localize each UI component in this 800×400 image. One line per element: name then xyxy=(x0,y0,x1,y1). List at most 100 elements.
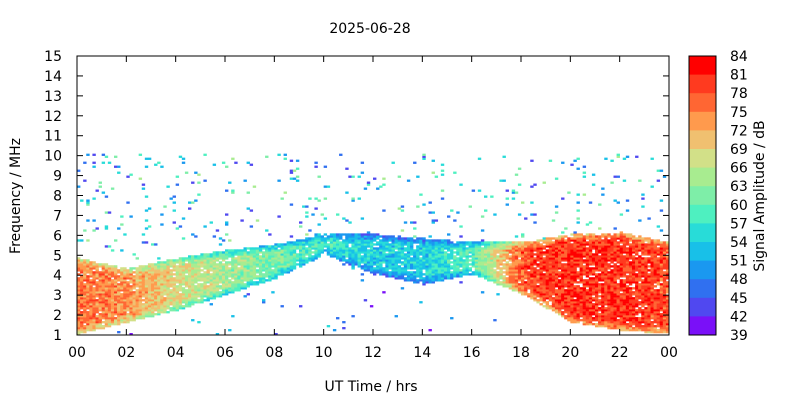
heatmap-cell xyxy=(499,257,503,260)
heatmap-cell xyxy=(283,245,287,248)
heatmap-cell xyxy=(622,263,627,266)
heatmap-cell xyxy=(388,263,392,266)
heatmap-cell xyxy=(564,305,568,308)
heatmap-cell xyxy=(484,269,488,272)
heatmap-cell xyxy=(194,267,198,270)
heatmap-cell xyxy=(613,321,617,324)
heatmap-cell xyxy=(598,291,602,294)
heatmap-cell xyxy=(286,269,291,272)
heatmap-cell xyxy=(197,271,201,274)
heatmap-cell xyxy=(80,299,84,302)
heatmap-cell xyxy=(262,279,266,282)
heatmap-cell xyxy=(271,253,275,256)
heatmap-cell xyxy=(524,217,528,220)
heatmap-cell xyxy=(530,281,534,284)
heatmap-cell xyxy=(542,181,546,184)
heatmap-cell xyxy=(289,267,294,270)
heatmap-cell xyxy=(545,277,550,280)
heatmap-cell xyxy=(576,317,580,320)
heatmap-cell xyxy=(209,255,213,258)
heatmap-cell xyxy=(576,275,580,278)
heatmap-cell xyxy=(160,261,164,264)
heatmap-cell xyxy=(582,313,587,316)
heatmap-cell xyxy=(591,243,596,246)
heatmap-cell xyxy=(363,267,368,270)
heatmap-cell xyxy=(157,267,161,270)
heatmap-cell xyxy=(206,287,210,290)
heatmap-cell xyxy=(305,247,309,250)
heatmap-cell xyxy=(385,243,389,246)
heatmap-cell xyxy=(632,255,636,258)
heatmap-cell xyxy=(480,241,485,244)
heatmap-cell xyxy=(533,287,537,290)
heatmap-cell xyxy=(456,211,460,214)
heatmap-cell xyxy=(604,291,608,294)
heatmap-cell xyxy=(258,247,263,250)
heatmap-cell xyxy=(459,275,463,278)
heatmap-cell xyxy=(613,297,617,300)
heatmap-cell xyxy=(576,261,580,264)
heatmap-cell xyxy=(641,247,645,250)
heatmap-cell xyxy=(471,245,476,248)
heatmap-cell xyxy=(104,297,109,300)
heatmap-cell xyxy=(231,273,235,276)
heatmap-cell xyxy=(138,309,143,312)
heatmap-cell xyxy=(496,293,500,296)
heatmap-cell xyxy=(456,247,460,250)
heatmap-cell xyxy=(305,243,309,246)
heatmap-cell xyxy=(83,271,87,274)
heatmap-cell xyxy=(511,247,516,250)
heatmap-cell xyxy=(200,265,204,268)
heatmap-cell xyxy=(616,293,620,296)
heatmap-cell xyxy=(351,315,355,318)
heatmap-cell xyxy=(329,235,334,238)
heatmap-cell xyxy=(249,263,254,266)
heatmap-cell xyxy=(419,279,423,282)
heatmap-cell xyxy=(635,239,639,242)
heatmap-cell xyxy=(141,307,146,310)
heatmap-cell xyxy=(357,259,361,262)
heatmap-cell xyxy=(561,243,565,246)
heatmap-cell xyxy=(388,257,392,260)
heatmap-cell xyxy=(379,267,383,270)
heatmap-cell xyxy=(542,289,546,292)
heatmap-cell xyxy=(434,277,439,280)
heatmap-cell xyxy=(86,219,90,222)
heatmap-cell xyxy=(644,325,648,328)
heatmap-cell xyxy=(647,297,651,300)
heatmap-cell xyxy=(329,249,334,252)
heatmap-cell xyxy=(607,325,611,328)
heatmap-cell xyxy=(428,273,432,276)
heatmap-cell xyxy=(613,233,617,236)
heatmap-cell xyxy=(255,249,260,252)
heatmap-cell xyxy=(527,273,531,276)
heatmap-cell xyxy=(477,265,482,268)
heatmap-cell xyxy=(200,279,204,282)
heatmap-cell xyxy=(616,153,620,156)
heatmap-cell xyxy=(86,199,90,202)
heatmap-cell xyxy=(628,235,633,238)
heatmap-cell xyxy=(203,265,207,268)
heatmap-cell xyxy=(305,239,309,242)
heatmap-cell xyxy=(221,283,226,286)
heatmap-cell xyxy=(496,263,500,266)
heatmap-cell xyxy=(144,299,149,302)
heatmap-cell xyxy=(283,259,287,262)
heatmap-cell xyxy=(579,279,583,282)
heatmap-cell xyxy=(644,277,648,280)
heatmap-cell xyxy=(89,273,93,276)
heatmap-cell xyxy=(110,315,115,318)
heatmap-cell xyxy=(536,287,540,290)
heatmap-cell xyxy=(428,275,432,278)
heatmap-cell xyxy=(406,255,411,258)
heatmap-cell xyxy=(394,275,398,278)
heatmap-cell xyxy=(585,257,590,260)
heatmap-cell xyxy=(607,319,611,322)
heatmap-cell xyxy=(536,269,540,272)
heatmap-cell xyxy=(126,295,130,298)
heatmap-cell xyxy=(508,263,513,266)
heatmap-cell xyxy=(151,301,155,304)
heatmap-cell xyxy=(536,257,540,260)
heatmap-cell xyxy=(644,237,648,240)
heatmap-cell xyxy=(77,269,81,272)
